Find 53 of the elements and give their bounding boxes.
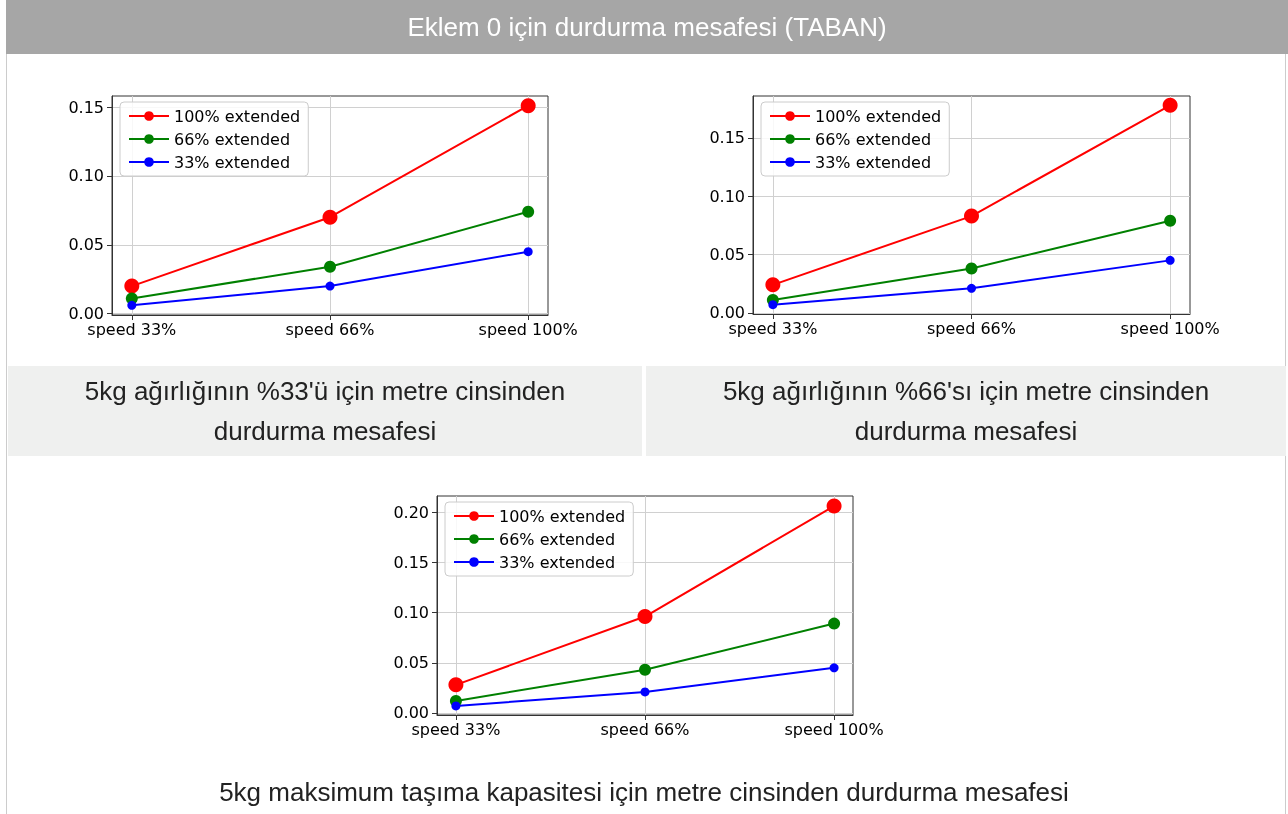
point (322, 209, 338, 225)
text: 5kg ağırlığının %66'sı için metre cinsinden durdurma mesafesi (721, 375, 1211, 448)
point (828, 617, 841, 630)
point (1162, 97, 1178, 113)
point (964, 208, 979, 224)
y-tick-label: 0.05 (709, 245, 745, 265)
point (765, 277, 781, 293)
x-tick-label: speed 66% (600, 719, 690, 739)
y-tick-label: 0.10 (709, 186, 745, 206)
point (324, 260, 336, 273)
y-tick-label: 0.20 (393, 502, 429, 522)
point (451, 701, 461, 711)
x-tick-label: speed 66% (285, 319, 375, 339)
text: Eklem 0 için durdurma mesafesi (TABAN) (6, 0, 1288, 54)
legend-label: 66% extended (815, 129, 932, 149)
y-tick-label: 0.15 (709, 128, 745, 148)
point (124, 278, 140, 294)
x-tick-label: speed 66% (927, 318, 1016, 338)
point (637, 609, 653, 625)
point (1164, 214, 1177, 227)
y-tick-label: 0.15 (68, 97, 104, 117)
point (829, 663, 839, 673)
point (768, 300, 778, 310)
point (967, 283, 976, 293)
point (523, 247, 533, 257)
point (522, 205, 535, 218)
legend-label: 100% extended (174, 106, 301, 126)
legend-label: 33% extended (815, 152, 932, 172)
legend-label: 66% extended (499, 529, 616, 549)
point (640, 687, 650, 697)
text: 5kg ağırlığının %33'ü için metre cinsinden durdurma mesafesi (83, 375, 567, 448)
legend-label: 66% extended (174, 129, 291, 149)
y-tick-label: 0.10 (393, 603, 429, 623)
point (826, 498, 842, 514)
x-tick-label: speed 100% (784, 719, 884, 739)
y-tick-label: 0.15 (393, 552, 429, 572)
point (1165, 255, 1175, 265)
x-tick-label: speed 100% (478, 319, 578, 339)
point (965, 262, 978, 275)
point (639, 663, 651, 676)
legend-label: 100% extended (815, 106, 942, 126)
y-tick-label: 0.05 (393, 653, 429, 673)
point (448, 677, 464, 693)
y-tick-label: 0.10 (68, 166, 104, 186)
text: 5kg maksimum taşıma kapasitesi için metre cinsinden durdurma mesafesi (219, 776, 1069, 809)
point (127, 300, 137, 310)
legend-label: 33% extended (174, 152, 291, 172)
y-tick-label: 0.05 (68, 235, 104, 255)
legend-label: 33% extended (499, 552, 616, 572)
x-tick-label: speed 100% (1120, 318, 1220, 338)
point (520, 98, 536, 114)
legend-label: 100% extended (499, 506, 626, 526)
point (325, 281, 335, 291)
